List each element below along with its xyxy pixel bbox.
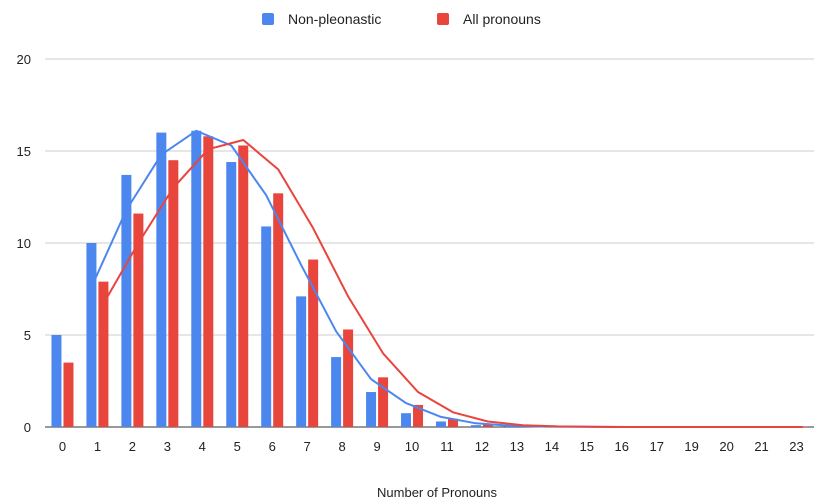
bar-non-pleonastic — [366, 392, 377, 427]
x-tick-label: 7 — [304, 439, 311, 454]
x-axis-ticks: 0 1 2 3 4 5 6 7 8 9 10 11 12 13 14 15 16 17 19 20 21 23 — [59, 439, 804, 454]
bar-all-pronouns — [482, 424, 493, 427]
legend-swatch-all-pronouns — [437, 13, 449, 25]
bar-all-pronouns — [203, 136, 214, 427]
y-tick-label: 15 — [17, 144, 31, 159]
bar-all-pronouns — [308, 259, 319, 427]
y-tick-label: 0 — [24, 420, 31, 435]
bar-all-pronouns — [133, 213, 144, 427]
x-tick-label: 15 — [580, 439, 594, 454]
trend-line-all-pronouns — [102, 139, 804, 428]
x-tick-label: 5 — [234, 439, 241, 454]
x-tick-label: 14 — [545, 439, 559, 454]
x-tick-label: 20 — [719, 439, 733, 454]
x-tick-label: 10 — [405, 439, 419, 454]
x-tick-label: 11 — [440, 439, 454, 454]
x-tick-label: 9 — [373, 439, 380, 454]
y-axis-ticks: 0 5 10 15 20 — [17, 52, 31, 435]
x-tick-label: 16 — [615, 439, 629, 454]
x-tick-label: 4 — [199, 439, 206, 454]
bar-non-pleonastic — [156, 132, 167, 427]
bar-non-pleonastic — [401, 413, 412, 427]
bar-all-pronouns — [273, 193, 284, 427]
bar-non-pleonastic — [226, 162, 237, 428]
bar-non-pleonastic — [296, 296, 307, 427]
bar-all-pronouns — [343, 329, 354, 427]
x-tick-label: 6 — [269, 439, 276, 454]
bar-all-pronouns — [238, 145, 249, 428]
bar-non-pleonastic — [51, 335, 62, 427]
bar-all-pronouns — [98, 281, 109, 427]
x-tick-label: 17 — [649, 439, 663, 454]
y-tick-label: 5 — [24, 328, 31, 343]
legend: Non-pleonastic All pronouns — [262, 11, 541, 27]
bar-all-pronouns — [168, 160, 179, 427]
trend-lines — [90, 129, 804, 428]
bar-all-pronouns — [413, 404, 424, 427]
x-tick-label: 19 — [684, 439, 698, 454]
x-tick-label: 23 — [789, 439, 803, 454]
x-tick-label: 1 — [94, 439, 101, 454]
bar-non-pleonastic — [470, 425, 481, 427]
x-tick-label: 12 — [475, 439, 489, 454]
bar-non-pleonastic — [261, 226, 272, 427]
bar-all-pronouns — [447, 418, 458, 427]
legend-label-all-pronouns: All pronouns — [463, 11, 541, 27]
bar-all-pronouns — [378, 377, 389, 427]
x-tick-label: 2 — [129, 439, 136, 454]
x-tick-label: 8 — [338, 439, 345, 454]
legend-label-non-pleonastic: Non-pleonastic — [288, 11, 381, 27]
bar-non-pleonastic — [121, 174, 132, 427]
bar-non-pleonastic — [86, 243, 97, 427]
x-tick-label: 13 — [510, 439, 524, 454]
x-tick-label: 21 — [754, 439, 768, 454]
x-axis-title: Number of Pronouns — [377, 485, 497, 500]
legend-swatch-non-pleonastic — [262, 13, 274, 25]
x-tick-label: 0 — [59, 439, 66, 454]
bar-non-pleonastic — [331, 357, 342, 427]
bar-non-pleonastic — [191, 130, 202, 427]
bar-all-pronouns — [63, 362, 74, 427]
y-tick-label: 20 — [17, 52, 31, 67]
bar-non-pleonastic — [435, 421, 446, 427]
x-tick-label: 3 — [164, 439, 171, 454]
bars — [51, 130, 808, 428]
y-tick-label: 10 — [17, 236, 31, 251]
